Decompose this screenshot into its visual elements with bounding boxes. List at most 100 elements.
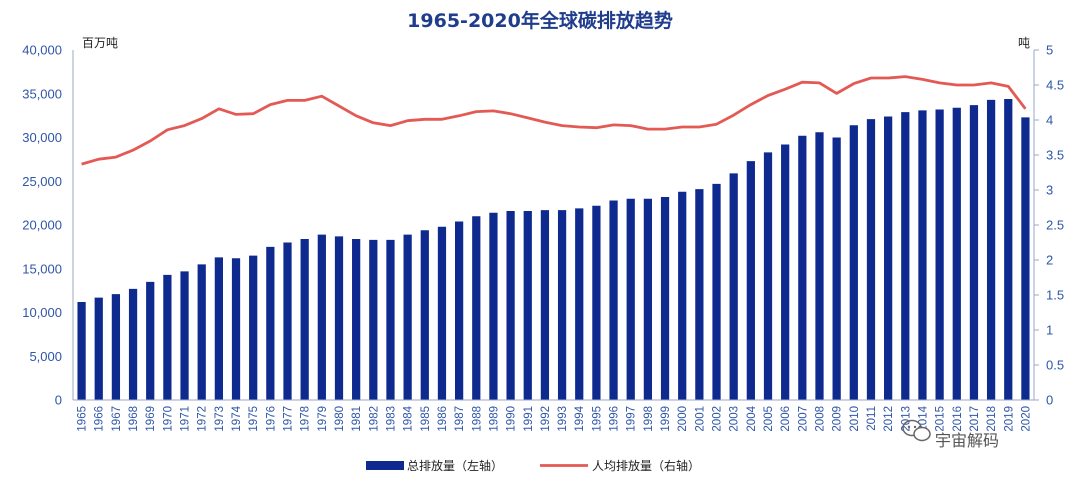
left-axis-ticks: 0 5,000 10,000 15,000 20,000 25,000 30,000 35,0… — [22, 43, 62, 408]
bar-1973 — [214, 257, 223, 400]
x-tick-label: 2000 — [677, 406, 689, 432]
bar-1995 — [592, 205, 601, 400]
right-tick-label: 0 — [1046, 393, 1053, 408]
x-tick-label: 1966 — [94, 406, 106, 432]
x-tick-label: 1967 — [111, 406, 123, 432]
bar-1988 — [472, 216, 481, 400]
bar-1982 — [369, 239, 378, 400]
bar-1986 — [437, 226, 447, 400]
x-tick-label: 1984 — [403, 405, 415, 431]
bar-1997 — [626, 198, 635, 400]
x-tick-label: 1994 — [574, 405, 586, 431]
bar-2008 — [815, 132, 824, 400]
right-tick-label: 2.5 — [1046, 218, 1064, 233]
x-tick-label: 2013 — [900, 406, 912, 432]
x-tick-label: 1977 — [283, 406, 295, 432]
x-tick-label: 2010 — [849, 406, 861, 432]
x-tick-label: 1983 — [385, 406, 397, 432]
bar-1996 — [609, 200, 618, 400]
x-tick-label: 1974 — [231, 405, 243, 431]
right-tick-label: 1 — [1046, 323, 1053, 338]
watermark: 宇宙解码 — [902, 419, 999, 450]
left-tick-label: 20,000 — [22, 218, 62, 233]
x-tick-label: 1982 — [368, 406, 380, 432]
bar-1999 — [660, 197, 670, 400]
x-tick-label: 2002 — [712, 406, 724, 432]
x-tick-label: 2007 — [797, 406, 809, 432]
x-tick-label: 1970 — [162, 406, 174, 432]
right-tick-label: 4 — [1046, 113, 1053, 128]
right-axis-ticks: 0 0.5 1 1.5 2 2.5 3 3.5 4 4.5 5 — [1034, 43, 1064, 408]
x-tick-label: 1995 — [591, 406, 603, 432]
wechat-icon — [902, 419, 931, 442]
x-tick-label: 1989 — [488, 406, 500, 432]
x-tick-label: 1975 — [248, 406, 260, 432]
legend-label-total: 总排放量（左轴） — [407, 458, 503, 473]
x-tick-label: 1991 — [523, 406, 535, 432]
bar-2003 — [729, 173, 738, 400]
bar-1976 — [266, 246, 275, 400]
bar-2004 — [746, 161, 755, 400]
x-tick-label: 1969 — [145, 406, 157, 432]
bar-1985 — [420, 230, 429, 400]
x-tick-label: 1981 — [351, 406, 363, 432]
bar-1990 — [506, 211, 515, 400]
x-tick-label: 1993 — [557, 406, 569, 432]
bar-2002 — [712, 183, 721, 400]
bar-2017 — [969, 105, 979, 400]
bar-2006 — [781, 144, 790, 400]
bar-1972 — [197, 264, 206, 400]
x-tick-label: 2019 — [1003, 406, 1015, 432]
bar-1992 — [540, 210, 550, 400]
left-tick-label: 25,000 — [22, 174, 62, 189]
x-tick-label: 2009 — [832, 406, 844, 432]
right-tick-label: 0.5 — [1046, 358, 1064, 373]
x-tick-label: 1988 — [471, 406, 483, 432]
x-tick-label: 1965 — [77, 406, 89, 432]
left-tick-label: 35,000 — [22, 86, 62, 101]
x-tick-label: 2017 — [969, 406, 981, 432]
right-tick-label: 1.5 — [1046, 288, 1064, 303]
left-tick-label: 30,000 — [22, 130, 62, 145]
bar-1967 — [111, 294, 121, 400]
bar-1975 — [249, 255, 258, 400]
x-tick-label: 1980 — [334, 406, 346, 432]
left-tick-label: 40,000 — [22, 43, 62, 58]
x-tick-label: 1971 — [180, 406, 192, 432]
x-tick-label: 2005 — [763, 406, 775, 432]
x-tick-label: 1976 — [265, 406, 277, 432]
x-tick-label: 1996 — [609, 406, 621, 432]
bar-1991 — [523, 211, 532, 400]
bar-1979 — [317, 234, 326, 400]
bar-2020 — [1021, 117, 1030, 400]
left-tick-label: 0 — [55, 393, 62, 408]
bar-1969 — [146, 281, 155, 400]
bar-1974 — [231, 258, 241, 400]
left-tick-label: 5,000 — [29, 349, 62, 364]
bar-1993 — [557, 210, 567, 400]
x-tick-label: 2012 — [883, 406, 895, 432]
x-tick-label: 1998 — [643, 406, 655, 432]
x-tick-label: 2001 — [694, 406, 706, 432]
bar-1977 — [283, 242, 292, 400]
x-tick-label: 1987 — [454, 406, 466, 432]
bar-2018 — [986, 99, 996, 400]
bar-2014 — [918, 110, 927, 400]
x-tick-label: 2016 — [952, 406, 964, 432]
x-tick-label: 1986 — [437, 406, 449, 432]
bar-1984 — [403, 234, 412, 400]
x-tick-label: 1979 — [317, 406, 329, 432]
bar-1978 — [300, 239, 309, 400]
x-tick-label: 1999 — [660, 406, 672, 432]
bar-2015 — [935, 109, 944, 400]
bar-2000 — [678, 191, 687, 400]
per-capita-line — [81, 75, 1027, 166]
x-axis-ticks: 1965 1966 1967 1968 1969 1970 1971 1972 1973 1974… — [77, 405, 1033, 431]
bar-1998 — [643, 198, 653, 400]
x-tick-label: 2006 — [780, 406, 792, 432]
x-tick-label: 1990 — [506, 406, 518, 432]
right-tick-label: 3 — [1046, 183, 1053, 198]
right-axis-unit: 吨 — [1018, 36, 1030, 50]
left-axis-unit: 百万吨 — [82, 36, 118, 50]
